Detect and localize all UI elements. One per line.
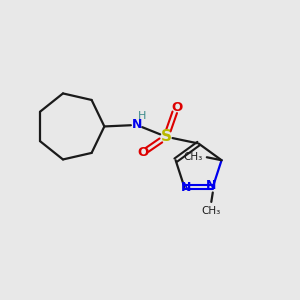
- Text: N: N: [181, 181, 191, 194]
- Text: S: S: [161, 129, 172, 144]
- Text: CH₃: CH₃: [183, 152, 202, 162]
- Text: CH₃: CH₃: [202, 206, 221, 216]
- Text: O: O: [171, 101, 182, 114]
- Text: N: N: [206, 179, 217, 192]
- Text: H: H: [138, 111, 146, 121]
- Text: N: N: [132, 118, 142, 131]
- Text: O: O: [137, 146, 148, 159]
